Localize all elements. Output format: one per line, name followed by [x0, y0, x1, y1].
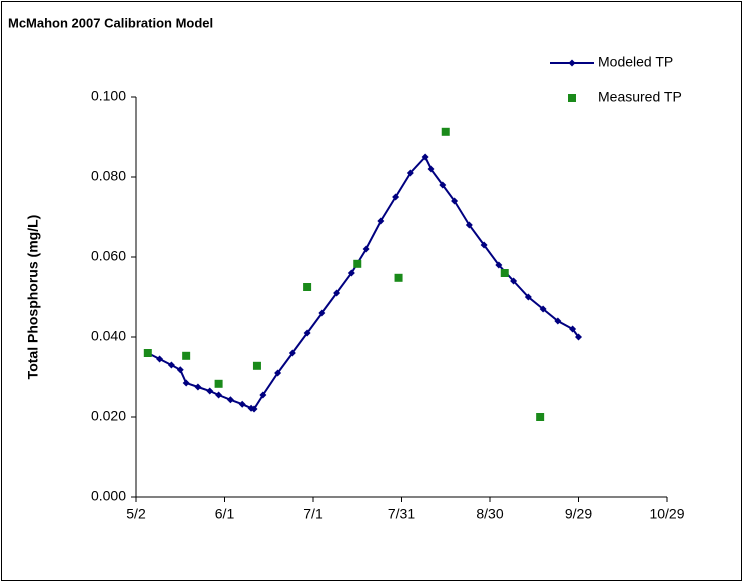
modeled-point [510, 277, 518, 285]
modeled-point [259, 391, 267, 399]
x-tick-label: 8/30 [476, 506, 503, 522]
modeled-point [318, 309, 326, 317]
modeled-point [156, 355, 164, 363]
x-tick-label: 7/1 [303, 506, 323, 522]
modeled-point [451, 197, 459, 205]
measured-point [441, 127, 450, 136]
y-tick-label: 0.080 [91, 168, 126, 184]
modeled-point [392, 193, 400, 201]
measured-point [394, 273, 403, 282]
modeled-point [303, 329, 311, 337]
modeled-point [176, 366, 184, 374]
y-tick-label: 0.020 [91, 408, 126, 424]
legend-label: Measured TP [598, 89, 682, 105]
modeled-point [427, 165, 435, 173]
chart-title: McMahon 2007 Calibration Model [8, 15, 213, 30]
modeled-point [524, 293, 532, 301]
modeled-point [182, 379, 190, 387]
y-axis-label: Total Phosphorus (mg/L) [25, 215, 41, 380]
modeled-point [480, 241, 488, 249]
modeled-point [167, 361, 175, 369]
modeled-point [465, 221, 473, 229]
modeled-point [288, 349, 296, 357]
modeled-point [194, 383, 202, 391]
modeled-point [377, 217, 385, 225]
measured-point [182, 351, 191, 360]
legend-marker [568, 94, 576, 102]
y-tick-label: 0.000 [91, 488, 126, 504]
modeled-point [569, 325, 577, 333]
modeled-point [238, 400, 246, 408]
modeled-point [206, 387, 214, 395]
modeled-point [539, 305, 547, 313]
modeled-point [250, 405, 258, 413]
measured-point [353, 259, 362, 268]
legend-label: Modeled TP [598, 54, 673, 70]
measured-point [500, 269, 509, 277]
x-tick-label: 5/2 [126, 506, 146, 522]
modeled-point [439, 181, 447, 189]
measured-point [214, 379, 223, 388]
y-tick-label: 0.060 [91, 248, 126, 264]
measured-point [536, 413, 545, 421]
x-tick-label: 9/29 [565, 506, 592, 522]
y-tick-label: 0.100 [91, 88, 126, 104]
modeled-point [274, 369, 282, 377]
measured-point [303, 283, 312, 291]
modeled-point [226, 396, 234, 404]
measured-point [143, 349, 152, 357]
modeled-point [347, 269, 355, 277]
modeled-point [215, 391, 223, 399]
measured-point [252, 361, 261, 370]
y-tick-label: 0.040 [91, 328, 126, 344]
x-tick-label: 10/29 [649, 506, 684, 522]
legend-marker [568, 59, 576, 67]
x-tick-label: 6/1 [215, 506, 235, 522]
modeled-point [421, 153, 429, 161]
modeled-point [554, 317, 562, 325]
modeled-point [362, 245, 370, 253]
x-tick-label: 7/31 [388, 506, 415, 522]
modeled-point [495, 261, 503, 269]
modeled-point [575, 333, 582, 341]
modeled-point [333, 289, 341, 297]
modeled-point [406, 169, 414, 177]
